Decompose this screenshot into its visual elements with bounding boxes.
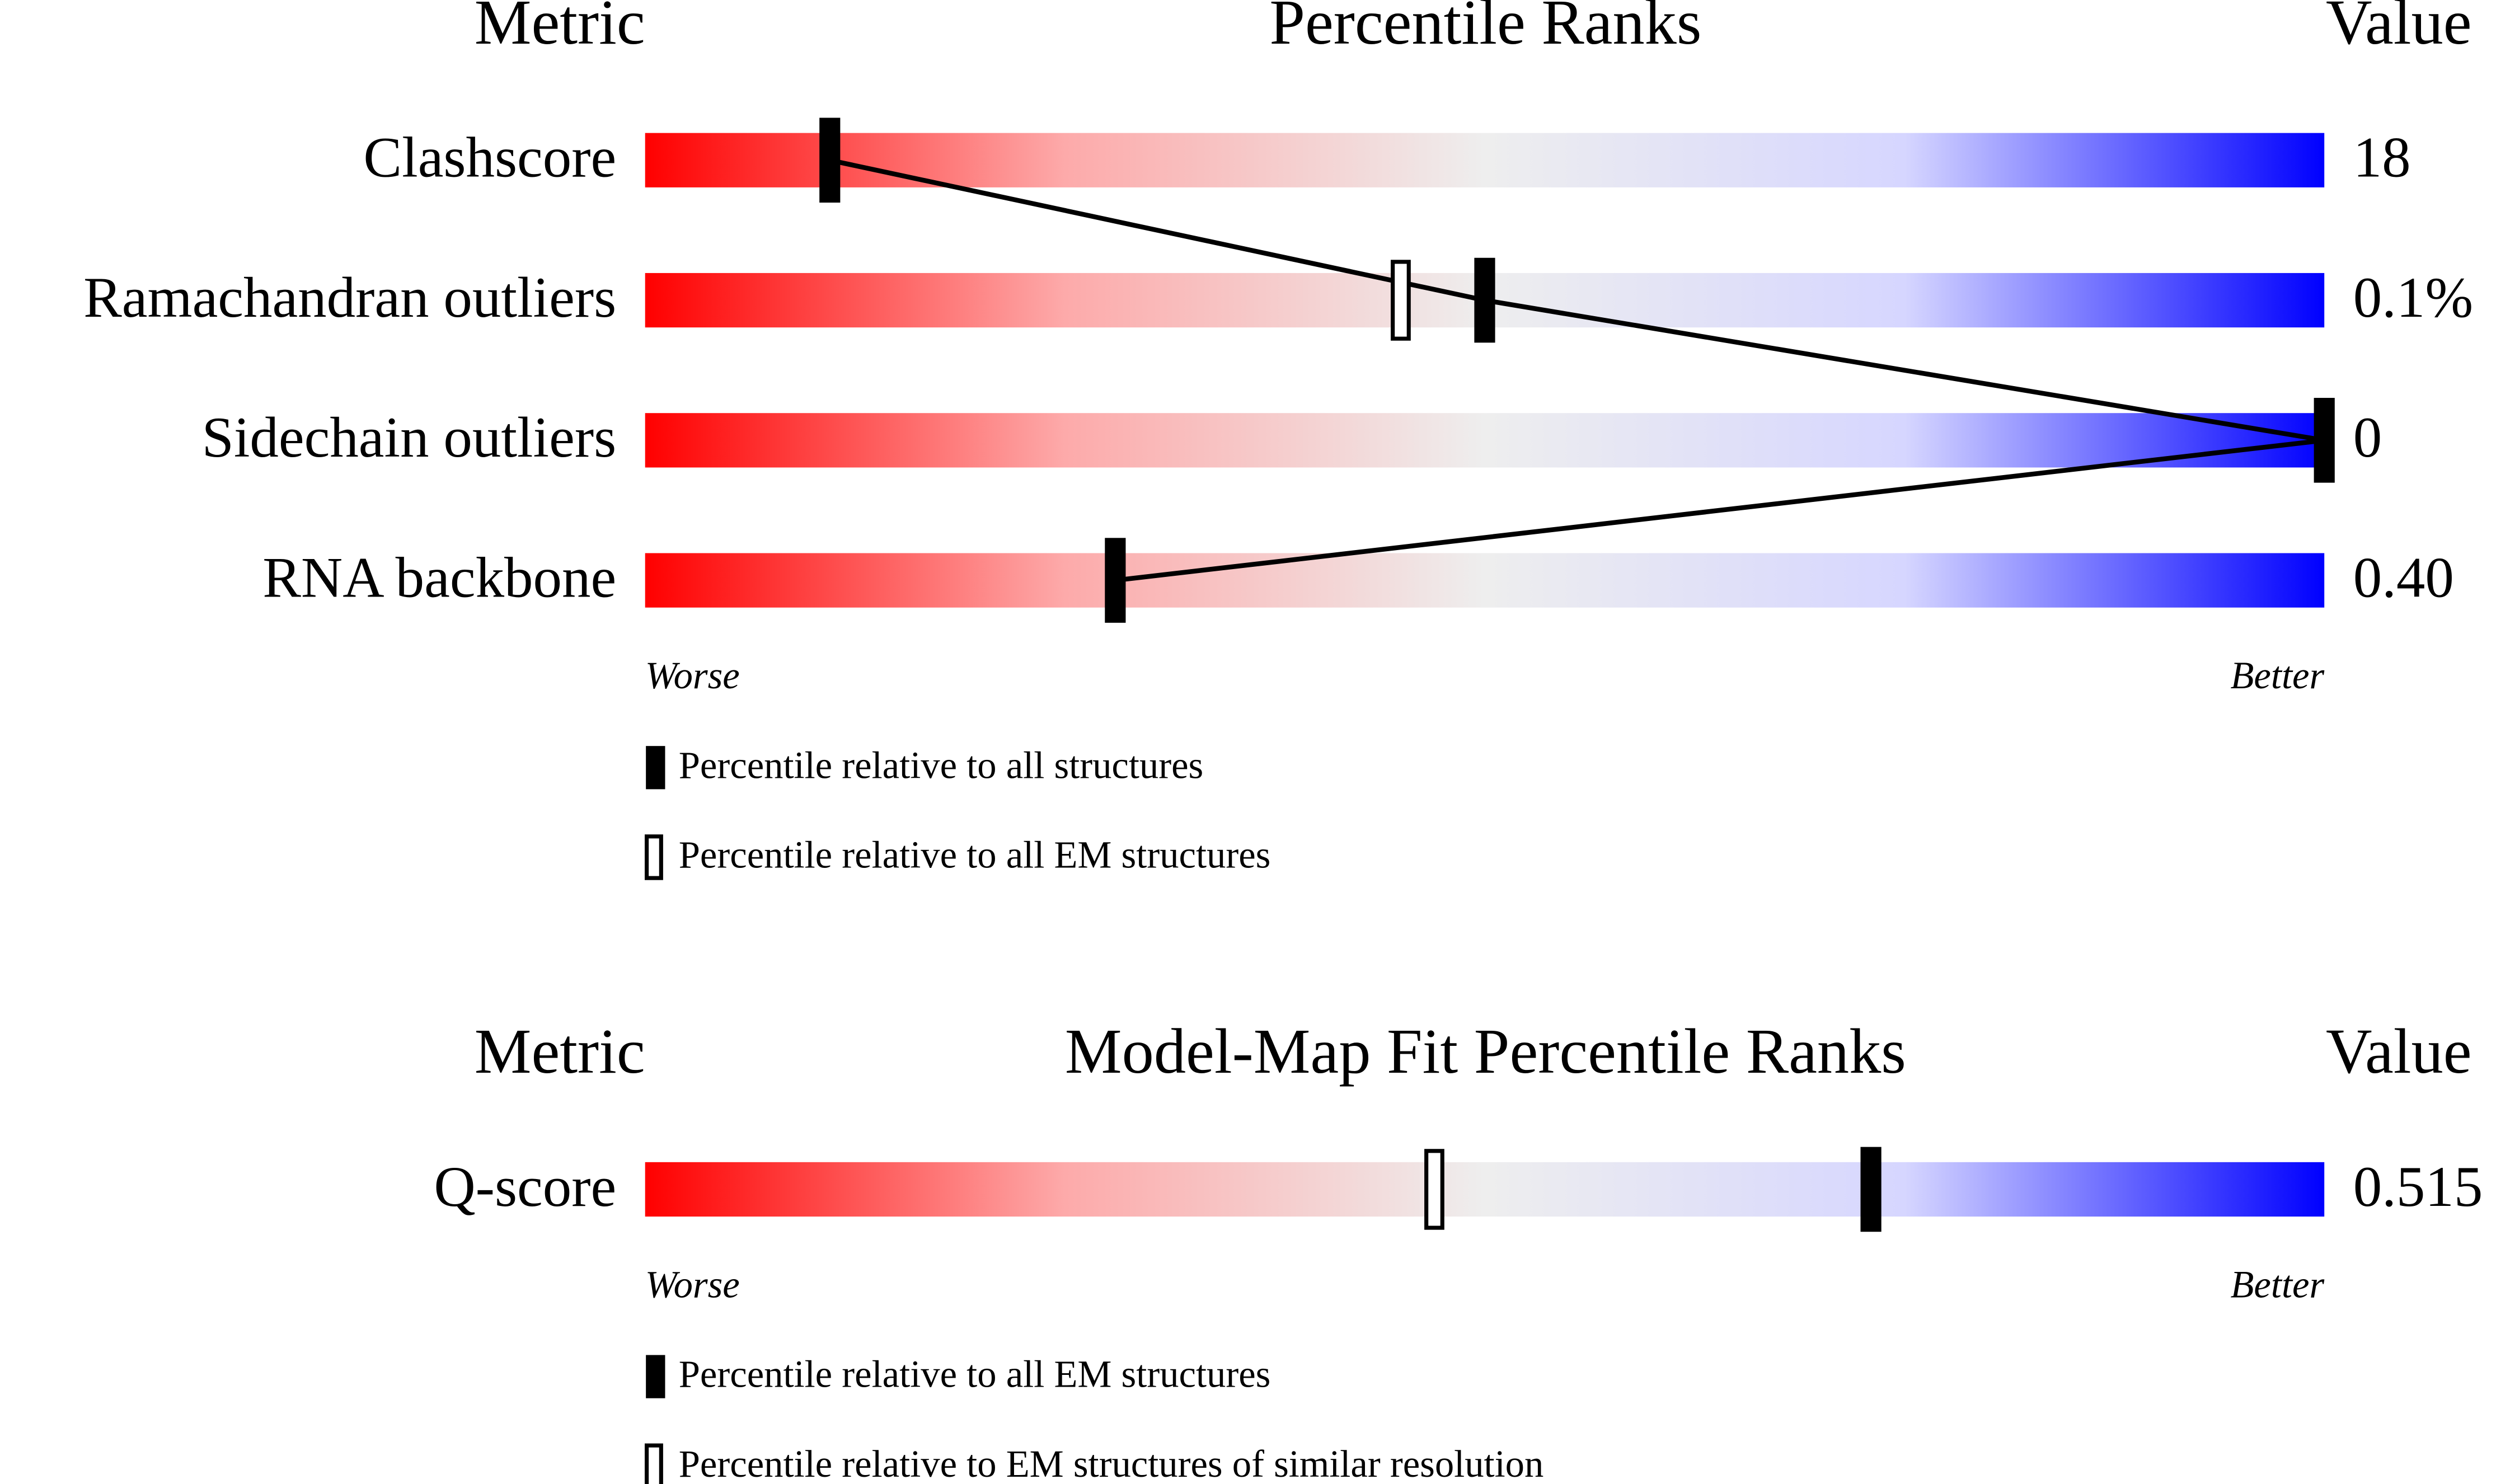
slider-track [645,413,2325,468]
metric-header: Metric [475,0,645,58]
legend-label: Percentile relative to all structures [679,744,1204,786]
chart-title: Model-Map Fit Percentile Ranks [1065,1016,1906,1087]
percentile-marker [819,118,841,203]
percentile-marker [1424,1149,1444,1230]
legend-swatch [646,1355,665,1398]
metric-value: 0.515 [2353,1155,2483,1219]
percentile-marker [1391,260,1411,341]
connector-line [829,158,2325,583]
metric-label: Q-score [434,1155,616,1219]
metric-label: Sidechain outliers [202,406,617,469]
metric-label: RNA backbone [262,546,616,609]
percentile-marker [1860,1147,1882,1232]
legend-label: Percentile relative to all EM structures [679,1353,1271,1396]
slider-track [645,1162,2325,1217]
metric-label: Ramachandran outliers [83,266,616,330]
legend-label: Percentile relative to all EM structures [679,834,1271,876]
percentile-marker [2314,398,2335,483]
metric-value: 0.1% [2353,266,2474,330]
better-label: Better [2231,1264,2325,1306]
value-header: Value [2326,0,2472,58]
better-label: Better [2231,654,2325,697]
metric-label: Clashscore [363,126,616,190]
slider-track [645,553,2325,608]
legend-label: Percentile relative to EM structures of … [679,1443,1544,1484]
percentile-marker [1105,538,1126,623]
metric-value: 0.40 [2353,546,2454,609]
legend-swatch [644,1443,663,1484]
legend-swatch [646,746,665,790]
slider-track [645,133,2325,187]
metric-header: Metric [475,1016,645,1087]
metric-value: 0 [2353,406,2382,469]
worse-label: Worse [645,654,740,697]
metric-value: 18 [2353,126,2411,190]
value-header: Value [2326,1016,2472,1087]
legend-swatch [644,834,663,880]
chart-title: Percentile Ranks [1269,0,1701,58]
worse-label: Worse [645,1264,740,1306]
percentile-marker [1474,257,1495,343]
